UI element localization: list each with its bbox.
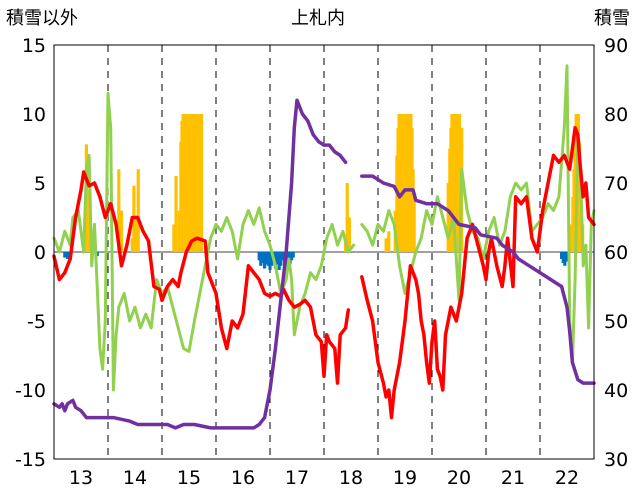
x-tick-label: 19	[393, 467, 417, 489]
series-line	[360, 174, 596, 385]
orange-bar	[446, 183, 450, 252]
blue-bar	[561, 252, 565, 264]
blue-bar	[270, 252, 274, 266]
blue-bar	[63, 252, 67, 258]
series-line	[360, 126, 596, 420]
x-tick-label: 13	[69, 467, 93, 489]
left-tick-label: 10	[22, 104, 46, 126]
right-tick-label: 90	[604, 35, 628, 57]
blue-bar	[291, 252, 295, 258]
blue-bar	[264, 252, 268, 265]
orange-bar	[199, 114, 204, 252]
right-tick-label: 80	[604, 104, 628, 126]
series-lines	[52, 64, 596, 430]
right-tick-label: 60	[604, 242, 628, 264]
blue-bar	[268, 252, 272, 270]
right-tick-label: 70	[604, 173, 628, 195]
blue-bar	[564, 252, 569, 262]
orange-bar	[177, 210, 181, 252]
x-tick-label: 14	[123, 467, 147, 489]
left-tick-label: 15	[22, 35, 46, 57]
chart-title: 上札内	[291, 8, 345, 29]
left-tick-label: -5	[27, 311, 46, 333]
right-tick-label: 50	[604, 311, 628, 333]
right-tick-label: 30	[604, 449, 628, 471]
series-line	[52, 91, 356, 392]
x-tick-label: 18	[339, 467, 363, 489]
blue-bar	[280, 252, 285, 261]
x-tick-label: 15	[177, 467, 201, 489]
blue-bar	[277, 252, 281, 270]
left-tick-label: -10	[15, 380, 46, 402]
orange-bars	[83, 114, 585, 253]
orange-bar	[134, 217, 138, 252]
orange-bar	[412, 196, 416, 252]
orange-bar	[384, 238, 388, 252]
x-axis-ticks: 13 14 15 16 17 18 19 20 21 22	[69, 467, 579, 489]
blue-bar	[263, 252, 267, 269]
orange-bar	[86, 189, 90, 252]
orange-bar	[130, 238, 134, 252]
left-tick-label: 0	[34, 242, 46, 264]
blue-bar	[260, 252, 265, 264]
plot-frame	[53, 44, 595, 460]
orange-bar	[172, 224, 176, 252]
orange-bar	[577, 141, 582, 252]
right-axis-ticks: 30 40 50 60 70 80 90	[604, 35, 628, 471]
blue-bar	[563, 252, 567, 266]
x-tick-label: 20	[447, 467, 471, 489]
blue-bar	[279, 252, 283, 266]
orange-bar	[569, 224, 573, 252]
y-left-axis-label: 積雪以外	[6, 8, 78, 29]
blue-bar	[65, 252, 70, 259]
y-right-axis-label: 積雪	[594, 8, 630, 29]
orange-bar	[117, 169, 121, 252]
x-tick-label: 21	[501, 467, 525, 489]
orange-bar	[119, 210, 124, 252]
blue-bar	[266, 252, 270, 266]
series-line	[52, 170, 351, 385]
orange-bar	[347, 217, 351, 252]
blue-bar	[560, 252, 564, 259]
blue-bar	[290, 252, 294, 261]
left-tick-label: 5	[34, 173, 46, 195]
blue-bar	[275, 252, 279, 265]
series-line	[52, 98, 348, 430]
right-tick-label: 40	[604, 380, 628, 402]
x-tick-label: 16	[231, 467, 255, 489]
blue-bar	[259, 252, 263, 266]
left-axis-ticks: -15 -10 -5 0 5 10 15	[15, 35, 46, 471]
left-tick-label: -15	[15, 449, 46, 471]
x-tick-label: 22	[555, 467, 579, 489]
orange-bar	[345, 183, 349, 252]
x-tick-label: 17	[285, 467, 309, 489]
orange-bar	[387, 231, 391, 252]
orange-bar	[136, 169, 140, 252]
orange-bar	[174, 176, 178, 252]
blue-bar	[257, 252, 261, 261]
